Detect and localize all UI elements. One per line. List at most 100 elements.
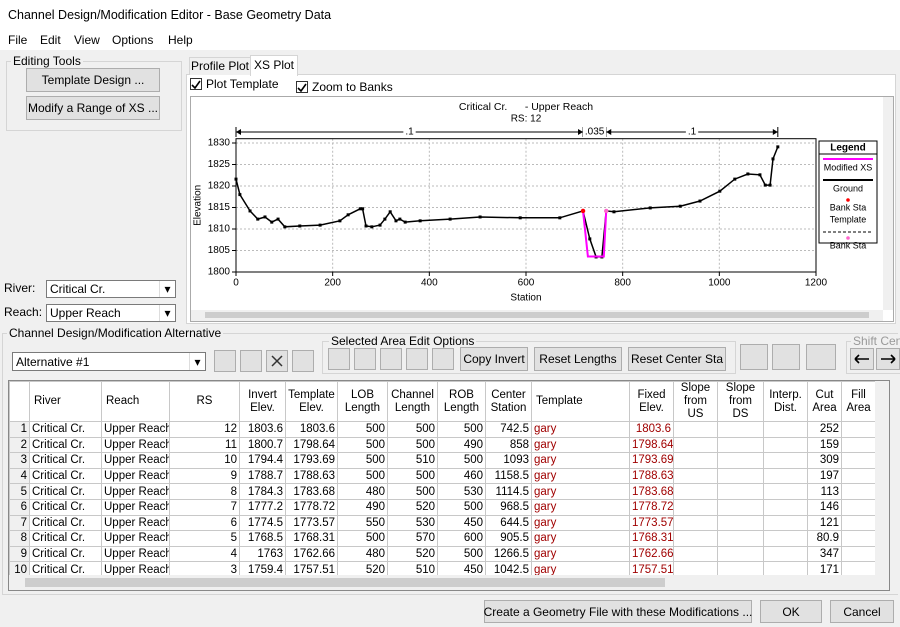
table-cell[interactable]	[718, 453, 764, 469]
row-number[interactable]: 1	[10, 422, 30, 438]
icon-button[interactable]	[292, 350, 314, 372]
table-cell[interactable]: gary	[532, 484, 630, 500]
table-cell[interactable]: 500	[338, 531, 388, 547]
row-number[interactable]: 8	[10, 531, 30, 547]
table-cell[interactable]: Upper Reach	[102, 453, 170, 469]
table-cell[interactable]: 858	[486, 437, 532, 453]
menu-item[interactable]: Help	[168, 33, 193, 47]
table-cell[interactable]	[764, 468, 808, 484]
scrollbar[interactable]	[883, 97, 893, 310]
table-cell[interactable]: 500	[338, 453, 388, 469]
table-cell[interactable]	[764, 422, 808, 438]
table-cell[interactable]: 1778.72	[286, 499, 338, 515]
row-number[interactable]: 7	[10, 515, 30, 531]
table-cell[interactable]	[764, 437, 808, 453]
table-cell[interactable]: 1114.5	[486, 484, 532, 500]
table-cell[interactable]: 490	[338, 499, 388, 515]
table-cell[interactable]: 4	[170, 546, 240, 562]
table-cell[interactable]	[842, 515, 876, 531]
reach-combo[interactable]: Upper Reach▾	[46, 304, 176, 322]
table-cell[interactable]	[718, 531, 764, 547]
table-cell[interactable]	[718, 546, 764, 562]
table-cell[interactable]: 1762.66	[286, 546, 338, 562]
icon-button[interactable]	[328, 348, 350, 370]
table-cell[interactable]: 252	[808, 422, 842, 438]
table-cell[interactable]: 1783.68	[286, 484, 338, 500]
row-number[interactable]: 3	[10, 453, 30, 469]
table-cell[interactable]: Upper Reach	[102, 468, 170, 484]
table-cell[interactable]: gary	[532, 468, 630, 484]
table-cell[interactable]: 1768.31	[630, 531, 674, 547]
table-cell[interactable]: 530	[438, 484, 486, 500]
table-cell[interactable]	[718, 515, 764, 531]
icon-button[interactable]	[740, 344, 768, 370]
table-cell[interactable]	[718, 468, 764, 484]
table-cell[interactable]: Upper Reach	[102, 484, 170, 500]
table-cell[interactable]: 1784.3	[240, 484, 286, 500]
icon-button[interactable]	[432, 348, 454, 370]
scrollbar[interactable]	[191, 310, 883, 321]
table-cell[interactable]: 1266.5	[486, 546, 532, 562]
table-cell[interactable]: Upper Reach	[102, 499, 170, 515]
table-cell[interactable]: Critical Cr.	[30, 453, 102, 469]
table-cell[interactable]: 113	[808, 484, 842, 500]
table-cell[interactable]: 520	[388, 546, 438, 562]
scroll-thumb[interactable]	[205, 312, 869, 318]
table-cell[interactable]: 905.5	[486, 531, 532, 547]
table-cell[interactable]: 5	[170, 531, 240, 547]
table-cell[interactable]: 600	[438, 531, 486, 547]
table-cell[interactable]: 1778.72	[630, 499, 674, 515]
table-cell[interactable]	[718, 437, 764, 453]
table-cell[interactable]: 500	[338, 468, 388, 484]
table-cell[interactable]: 1762.66	[630, 546, 674, 562]
table-cell[interactable]: gary	[532, 546, 630, 562]
checkbox[interactable]	[190, 78, 202, 90]
table-cell[interactable]: 1773.57	[630, 515, 674, 531]
row-number[interactable]: 2	[10, 437, 30, 453]
table-cell[interactable]	[674, 437, 718, 453]
row-number[interactable]: 6	[10, 499, 30, 515]
table-cell[interactable]: 1788.7	[240, 468, 286, 484]
button[interactable]: Reset Center Sta	[628, 347, 726, 371]
table-cell[interactable]: Critical Cr.	[30, 515, 102, 531]
table-cell[interactable]: 500	[388, 437, 438, 453]
table-cell[interactable]: 1788.63	[286, 468, 338, 484]
table-cell[interactable]: 500	[338, 422, 388, 438]
table-cell[interactable]	[674, 546, 718, 562]
table-cell[interactable]	[842, 453, 876, 469]
table-cell[interactable]	[674, 515, 718, 531]
table-cell[interactable]: 500	[438, 453, 486, 469]
menu-item[interactable]: View	[74, 33, 100, 47]
tab[interactable]: Profile Plot	[189, 57, 251, 75]
table-cell[interactable]: 1803.6	[286, 422, 338, 438]
icon-button[interactable]	[406, 348, 428, 370]
table-cell[interactable]: Upper Reach	[102, 422, 170, 438]
table-cell[interactable]	[764, 531, 808, 547]
table-cell[interactable]	[842, 546, 876, 562]
menu-item[interactable]: Edit	[40, 33, 61, 47]
table-cell[interactable]: Upper Reach	[102, 531, 170, 547]
table-cell[interactable]	[764, 453, 808, 469]
table-cell[interactable]	[674, 453, 718, 469]
icon-button[interactable]	[266, 350, 288, 372]
table-cell[interactable]	[842, 437, 876, 453]
row-number[interactable]: 9	[10, 546, 30, 562]
icon-button[interactable]	[876, 348, 900, 370]
table-cell[interactable]: 347	[808, 546, 842, 562]
icon-button[interactable]	[806, 344, 836, 370]
table-cell[interactable]: 159	[808, 437, 842, 453]
table-cell[interactable]: 500	[438, 422, 486, 438]
table-cell[interactable]: 1788.63	[630, 468, 674, 484]
table-cell[interactable]: 550	[338, 515, 388, 531]
table-cell[interactable]: Critical Cr.	[30, 499, 102, 515]
table-cell[interactable]: gary	[532, 515, 630, 531]
table-cell[interactable]	[718, 484, 764, 500]
table-cell[interactable]: gary	[532, 422, 630, 438]
table-cell[interactable]: 1794.4	[240, 453, 286, 469]
table-cell[interactable]: 1803.6	[240, 422, 286, 438]
table-cell[interactable]: 1768.5	[240, 531, 286, 547]
table-cell[interactable]: Critical Cr.	[30, 484, 102, 500]
river-combo[interactable]: Critical Cr.▾	[46, 280, 176, 298]
table-cell[interactable]: 1774.5	[240, 515, 286, 531]
table-cell[interactable]: Critical Cr.	[30, 468, 102, 484]
